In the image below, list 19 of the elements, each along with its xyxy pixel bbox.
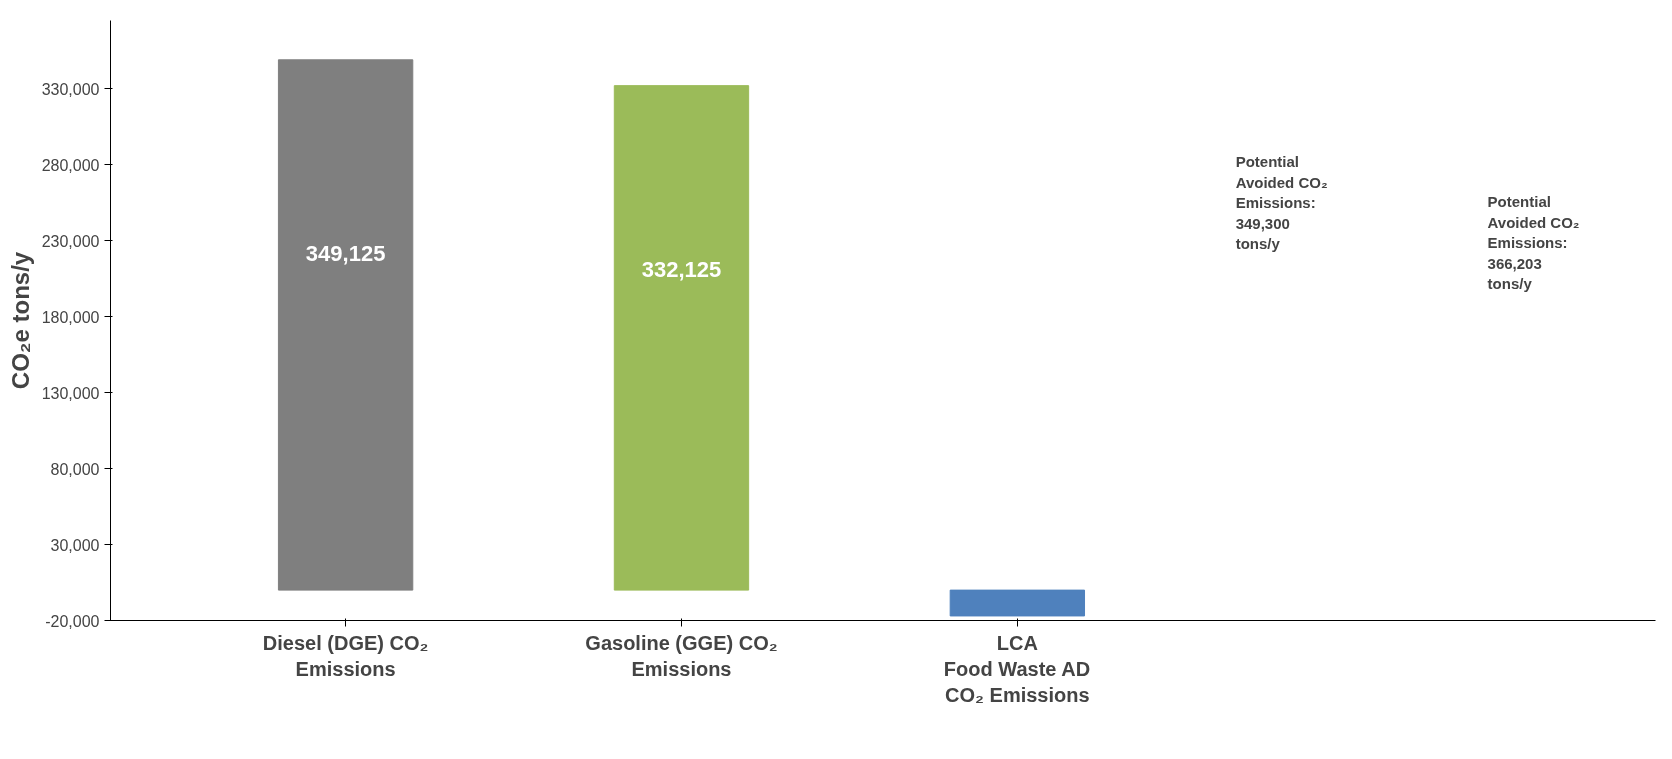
y-tick-label: 30,000 [50, 536, 100, 554]
data-label: 349,125 [305, 241, 386, 267]
data-label: 332,125 [641, 257, 722, 283]
y-tick-label: -20,000 [45, 612, 100, 630]
x-tick-label: Gasoline (GGE) CO₂ Emissions [585, 631, 778, 680]
y-tick-label: 80,000 [50, 460, 100, 478]
y-tick-label: 180,000 [41, 308, 100, 326]
y-tick-label: 130,000 [41, 384, 100, 402]
text: Potential Avoided CO₂ Emissions: 349,300 tons/y [1235, 153, 1328, 253]
y-tick-label: 330,000 [41, 80, 100, 98]
y-tick-label: 280,000 [41, 156, 100, 174]
text: Potential Avoided CO₂ Emissions: 366,203 tons/y [1487, 193, 1580, 292]
y-tick-label: 230,000 [41, 232, 100, 250]
y-axis-title: CO₂e tons/y [6, 251, 34, 390]
x-tick-label: LCA Food Waste AD CO₂ Emissions [943, 631, 1091, 707]
bar [949, 589, 1086, 617]
bar [277, 59, 414, 591]
bar [613, 85, 750, 591]
x-tick-label: Diesel (DGE) CO₂ Emissions [262, 631, 429, 680]
